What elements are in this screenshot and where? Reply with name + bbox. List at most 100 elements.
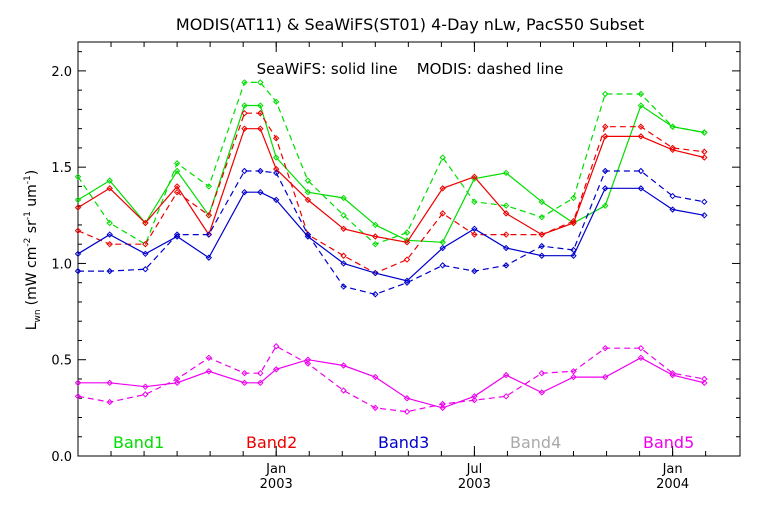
plot-frame [77,41,741,457]
y-tick-label: 1.0 [51,257,72,272]
data-point [471,173,478,180]
data-point [304,231,312,238]
data-point [241,79,248,86]
data-point [538,214,546,221]
y-tick-label: 1.5 [51,161,72,176]
data-point [471,231,478,238]
data-point [142,391,149,398]
data-point [570,246,577,254]
data-point [570,252,577,259]
data-point [570,194,577,202]
y-tick-label: 0.5 [51,354,72,369]
data-point [257,167,264,175]
data-point [637,344,645,352]
data-point [173,167,181,175]
series-band3-seawifs [74,185,708,284]
x-tick-month: Jan [662,462,683,477]
data-point [602,90,609,98]
data-point [372,240,379,248]
legend: Band1 Band2 Band3 Band4 Band5 [113,433,694,452]
data-point [669,144,676,152]
data-point [106,185,113,192]
series-line [77,81,705,246]
data-point [538,231,546,238]
data-point [471,198,478,206]
series-band5-seawifs [74,354,708,412]
data-point [403,395,411,402]
data-point [257,369,264,377]
data-point [173,183,181,190]
series-line [77,345,705,413]
data-point [205,354,213,362]
data-point [669,192,676,200]
data-point [538,252,546,259]
data-point [669,371,676,379]
data-point [602,344,609,352]
data-point [439,400,446,408]
data-point [106,379,113,387]
data-point [637,354,645,362]
data-point [372,269,379,277]
data-point [173,188,181,196]
data-point [142,219,149,227]
ylabel-exp3: -1 [23,175,33,184]
chart-annotation: SeaWiFS: solid line MODIS: dashed line [257,60,564,78]
data-point [471,225,478,232]
data-point [304,360,312,367]
data-point [637,102,645,109]
data-point [403,229,411,236]
data-point [304,233,312,240]
legend-band3: Band3 [378,433,429,452]
series-layer [74,79,708,415]
data-point [74,227,82,234]
data-point [241,369,248,377]
data-point [570,217,577,225]
data-point [142,250,149,258]
series-line [77,104,705,243]
x-tick-year: 2004 [656,477,689,492]
x-tick-month: Jan [265,462,286,477]
data-point [106,267,113,275]
data-point [340,252,347,259]
data-point [538,389,546,396]
data-point [173,160,181,167]
data-point [340,260,347,267]
x-tick-year: 2003 [260,477,293,492]
series-band1-seawifs [74,102,708,246]
data-point [304,196,312,204]
data-point [106,398,113,406]
data-point [403,279,411,286]
data-point [439,244,446,252]
data-point [257,379,264,387]
data-point [602,202,609,209]
data-point [701,148,708,155]
data-point [272,169,280,177]
data-point [257,125,264,132]
y-tick-label: 0.0 [51,450,72,465]
data-point [74,196,82,204]
ylabel-mid: sr [24,220,40,238]
data-point [272,135,280,142]
data-point [439,185,446,192]
data-point [637,90,645,98]
data-point [372,404,379,412]
data-point [205,183,213,190]
data-point [241,188,248,196]
data-point [637,185,645,192]
data-point [538,198,546,206]
data-point [372,291,379,298]
data-point [637,133,645,140]
data-point [502,262,510,269]
data-point [502,371,510,379]
y-tick-label: 2.0 [51,65,72,80]
data-point [272,196,280,204]
data-point [502,202,510,209]
legend-band1: Band1 [113,433,164,452]
data-point [241,167,248,175]
y-axis-label: Lwn(mW cm-2 sr-1 um-1) [23,170,43,331]
data-point [403,239,411,246]
data-point [637,123,645,130]
data-point [570,368,577,375]
data-point [241,102,248,109]
